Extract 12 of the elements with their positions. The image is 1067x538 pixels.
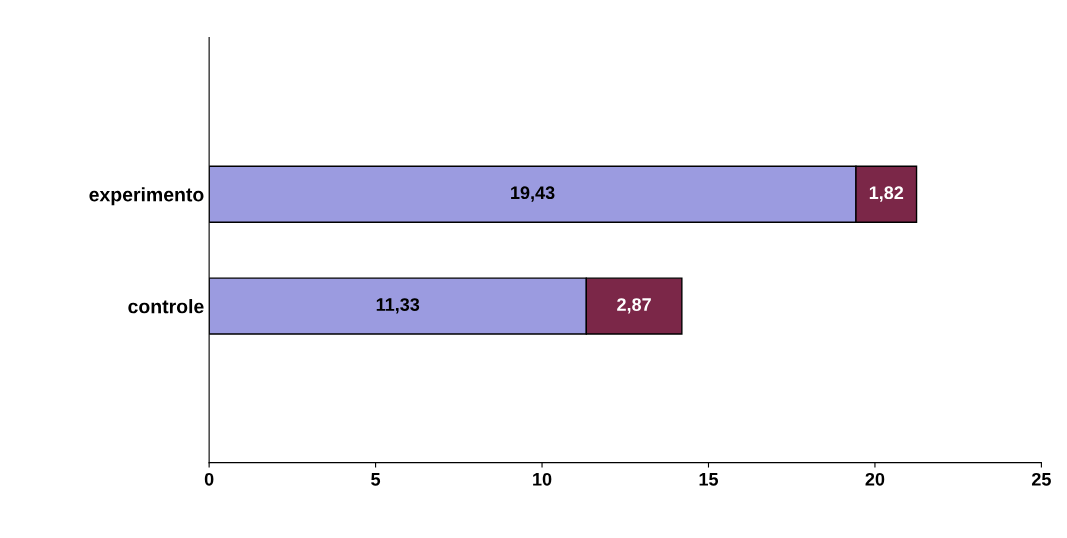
x-tick-label: 15	[699, 473, 719, 486]
y-tick-label: experimento	[89, 187, 204, 206]
y-tick-label: controle	[128, 299, 204, 314]
data-label: 19,43	[511, 186, 555, 202]
x-tick-label: 5	[371, 473, 381, 486]
data-label: 2,87	[617, 298, 651, 314]
x-tick-label: 10	[533, 472, 552, 486]
x-tick-label: 0	[204, 472, 214, 486]
x-tick-label: 20	[865, 472, 885, 486]
x-tick-label: 25	[1031, 472, 1051, 486]
data-label: 11,33	[376, 298, 420, 314]
data-label: 1,82	[869, 186, 904, 202]
